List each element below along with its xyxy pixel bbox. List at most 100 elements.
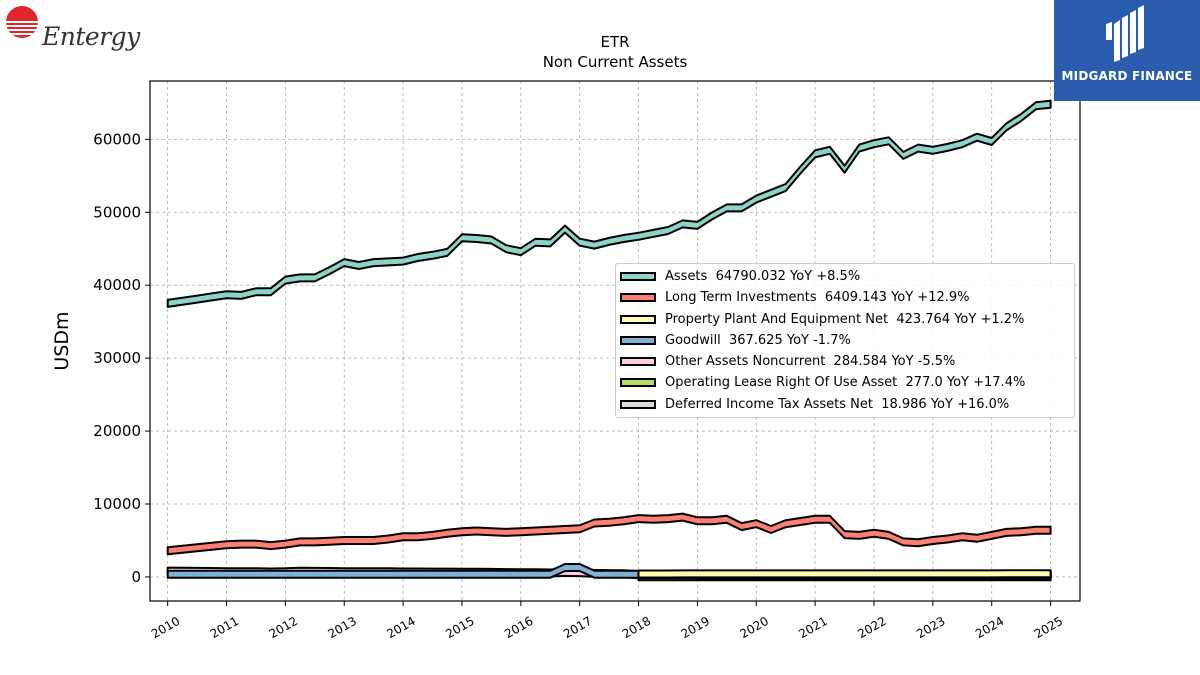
data-point-assets [888,140,889,141]
data-point-long-term-investments [197,547,198,548]
data-point-long-term-investments [962,536,963,537]
data-point-goodwill [197,574,198,575]
legend-item-goodwill: Goodwill 367.625 YoY -1.7% [620,331,851,349]
data-point-long-term-investments [373,540,374,541]
data-point-goodwill [344,574,345,575]
data-point-property-plant-and-equipment-net [829,573,830,574]
midgard-logo-icon [1106,5,1144,62]
data-point-long-term-investments [947,538,948,539]
data-point-assets [197,299,198,300]
legend-item-assets: Assets 64790.032 YoY +8.5% [620,267,860,285]
data-point-property-plant-and-equipment-net [888,573,889,574]
series-band-assets [166,99,1052,308]
data-point-long-term-investments [285,544,286,545]
data-point-long-term-investments [976,538,977,539]
data-point-long-term-investments [756,523,757,524]
data-point-assets [903,155,904,156]
legend-item-other-assets-noncurrent: Other Assets Noncurrent 284.584 YoY -5.5… [620,352,955,370]
data-point-goodwill [255,574,256,575]
data-point-long-term-investments [432,535,433,536]
data-point-assets [770,193,771,194]
x-tick-label: 2018 [620,614,653,641]
data-point-property-plant-and-equipment-net [991,573,992,574]
data-point-assets [829,150,830,151]
data-point-assets [638,236,639,237]
data-point-goodwill [550,574,551,575]
data-point-property-plant-and-equipment-net [682,573,683,574]
data-point-goodwill [491,574,492,575]
data-point-assets [432,255,433,256]
data-point-long-term-investments [344,540,345,541]
data-point-long-term-investments [623,520,624,521]
x-tick-label: 2015 [443,614,476,641]
legend-item-operating-lease: Operating Lease Right Of Use Asset 277.0… [620,373,1025,391]
data-point-assets [800,169,801,170]
data-point-property-plant-and-equipment-net [712,573,713,574]
data-point-assets [579,242,580,243]
data-point-long-term-investments [564,529,565,530]
data-point-assets [991,141,992,142]
data-point-long-term-investments [873,533,874,534]
series-band-long-term-investments [166,512,1052,556]
data-point-assets [329,270,330,271]
data-point-assets [285,280,286,281]
data-point-long-term-investments [550,530,551,531]
data-point-assets [756,199,757,200]
data-point-long-term-investments [491,531,492,532]
data-point-long-term-investments [800,521,801,522]
legend-label-operating-lease: Operating Lease Right Of Use Asset 277.0… [665,374,1026,390]
data-point-goodwill [403,574,404,575]
x-tick-label: 2012 [267,614,300,641]
data-point-property-plant-and-equipment-net [903,573,904,574]
data-point-long-term-investments [697,520,698,521]
data-point-long-term-investments [991,535,992,536]
data-point-goodwill [211,574,212,575]
data-point-assets [697,225,698,226]
y-tick-label: 50000 [93,203,141,221]
data-point-property-plant-and-equipment-net [962,573,963,574]
data-point-goodwill [285,574,286,575]
data-point-long-term-investments [903,541,904,542]
data-point-assets [1021,117,1022,118]
entergy-logo-icon [4,6,42,38]
data-point-goodwill [329,574,330,575]
data-point-property-plant-and-equipment-net [859,573,860,574]
data-point-long-term-investments [609,522,610,523]
data-point-long-term-investments [594,522,595,523]
data-point-property-plant-and-equipment-net [1035,573,1036,574]
data-point-assets [300,277,301,278]
data-point-long-term-investments [314,541,315,542]
y-tick-label: 20000 [93,422,141,440]
data-point-assets [712,215,713,216]
x-tick-label: 2016 [502,614,535,641]
data-point-assets [726,207,727,208]
data-point-property-plant-and-equipment-net [932,573,933,574]
data-point-assets [682,223,683,224]
data-point-assets [388,261,389,262]
data-point-property-plant-and-equipment-net [667,573,668,574]
data-point-property-plant-and-equipment-net [785,573,786,574]
data-point-assets [506,248,507,249]
data-point-long-term-investments [167,550,168,551]
data-point-long-term-investments [403,536,404,537]
data-point-property-plant-and-equipment-net [976,573,977,574]
data-point-goodwill [623,574,624,575]
legend-swatch-deferred-income-tax [620,399,656,409]
legend-swatch-ppe-net [620,314,656,324]
y-tick-label: 0 [131,568,141,586]
data-point-long-term-investments [182,549,183,550]
legend-label-deferred-income-tax: Deferred Income Tax Assets Net 18.986 Yo… [665,396,1010,412]
legend-label-other-assets-noncurrent: Other Assets Noncurrent 284.584 YoY -5.5… [665,353,956,369]
data-point-long-term-investments [785,523,786,524]
data-point-goodwill [447,574,448,575]
data-point-assets [270,291,271,292]
data-point-assets [815,153,816,154]
legend-label-assets: Assets 64790.032 YoY +8.5% [665,268,861,284]
x-tick-label: 2011 [208,614,241,641]
data-point-assets [564,229,565,230]
data-point-long-term-investments [535,530,536,531]
data-point-assets [653,233,654,234]
data-point-long-term-investments [579,528,580,529]
data-point-property-plant-and-equipment-net [653,573,654,574]
y-tick-label: 60000 [93,130,141,148]
